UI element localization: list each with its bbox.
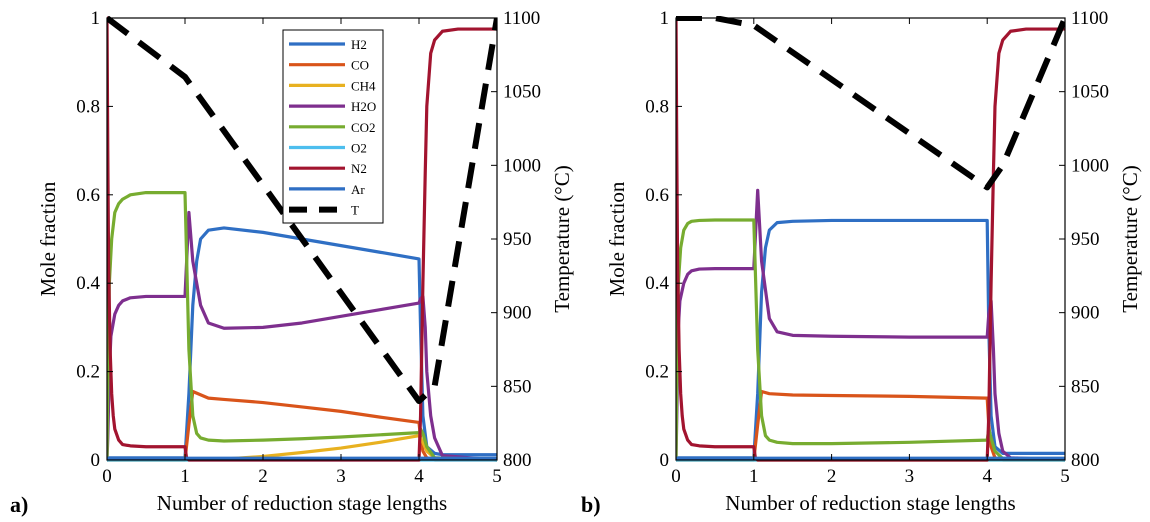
x-axis-label: Number of reduction stage lengths bbox=[725, 491, 1015, 515]
x-tick-label: 3 bbox=[336, 466, 346, 487]
y-tick-label: 0.4 bbox=[645, 273, 669, 294]
series-line-t bbox=[107, 16, 497, 405]
x-tick-label: 4 bbox=[982, 466, 992, 487]
series-line-co bbox=[107, 389, 497, 462]
chart-panel-b: 0 1 2 3 4 5 0 0.2 0.4 0.6 0.8 1 800 850 900 950 1000 1050… bbox=[581, 8, 1142, 517]
x-tick-label: 5 bbox=[1060, 466, 1070, 487]
legend-label: CO2 bbox=[351, 120, 376, 135]
y-tick-label: 0.6 bbox=[76, 185, 100, 206]
series-line-n2 bbox=[676, 16, 1065, 462]
y-tick-label: 0.8 bbox=[76, 96, 100, 117]
y2-tick-label: 950 bbox=[503, 229, 532, 250]
x-tick-label: 1 bbox=[749, 466, 759, 487]
y-tick-label: 0.4 bbox=[76, 273, 100, 294]
y-tick-label: 0 bbox=[91, 450, 101, 471]
x-tick-label: 0 bbox=[671, 466, 681, 487]
panel-label: a) bbox=[10, 492, 28, 517]
series-line-co bbox=[676, 389, 1065, 462]
y2-tick-label: 800 bbox=[503, 450, 532, 471]
y2-tick-label: 1100 bbox=[503, 8, 540, 29]
chart-panel-a: 0 1 2 3 4 5 0 0.2 0.4 0.6 0.8 1 800 850 900 950 1000 1050… bbox=[10, 8, 574, 517]
series-line-h2o bbox=[107, 210, 497, 462]
legend-label: O2 bbox=[351, 141, 367, 156]
y-tick-label: 1 bbox=[91, 8, 101, 29]
y2-tick-label: 950 bbox=[1071, 229, 1100, 250]
legend-label: N2 bbox=[351, 161, 367, 176]
legend-label: H2O bbox=[351, 99, 376, 114]
panel-label: b) bbox=[581, 492, 601, 517]
y-tick-label: 0.2 bbox=[645, 362, 669, 383]
y-tick-label: 1 bbox=[660, 8, 670, 29]
y2-tick-label: 1100 bbox=[1071, 8, 1108, 29]
x-tick-label: 5 bbox=[492, 466, 502, 487]
y2-axis-label: Temperature (°C) bbox=[550, 165, 574, 312]
series-group bbox=[676, 16, 1065, 462]
y-tick-label: 0.6 bbox=[645, 185, 669, 206]
legend: H2 CO CH4 H2O CO2 O2 N2 Ar T bbox=[282, 29, 384, 224]
series-line-h2 bbox=[676, 218, 1065, 460]
x-tick-label: 4 bbox=[414, 466, 424, 487]
y2-tick-label: 1050 bbox=[1071, 82, 1109, 103]
y2-tick-label: 850 bbox=[1071, 376, 1100, 397]
x-tick-label: 2 bbox=[258, 466, 268, 487]
y2-tick-label: 800 bbox=[1071, 450, 1100, 471]
y-tick-label: 0.8 bbox=[645, 96, 669, 117]
x-tick-label: 1 bbox=[180, 466, 190, 487]
y2-tick-label: 1000 bbox=[503, 155, 541, 176]
y2-tick-label: 900 bbox=[1071, 303, 1100, 324]
x-tick-label: 2 bbox=[827, 466, 837, 487]
series-line-h2 bbox=[107, 226, 497, 462]
series-line-co2 bbox=[676, 218, 1065, 462]
legend-label: H2 bbox=[351, 37, 367, 52]
x-tick-label: 0 bbox=[102, 466, 112, 487]
x-axis-label: Number of reduction stage lengths bbox=[157, 491, 447, 515]
legend-label: Ar bbox=[351, 182, 365, 197]
legend-label: CH4 bbox=[351, 78, 376, 93]
y2-tick-label: 1050 bbox=[503, 82, 541, 103]
y-tick-label: 0 bbox=[660, 450, 670, 471]
legend-label: T bbox=[351, 203, 359, 218]
series-line-h2o bbox=[676, 188, 1065, 462]
x-tick-label: 3 bbox=[905, 466, 915, 487]
y-tick-label: 0.2 bbox=[76, 362, 100, 383]
legend-label: CO bbox=[351, 58, 369, 73]
y-axis-label: Mole fraction bbox=[36, 181, 60, 296]
series-line-co2 bbox=[107, 190, 497, 462]
y-axis-label: Mole fraction bbox=[605, 181, 629, 296]
plot-frame bbox=[675, 17, 1066, 461]
y2-tick-label: 1000 bbox=[1071, 155, 1109, 176]
y2-tick-label: 850 bbox=[503, 376, 532, 397]
y2-axis-label: Temperature (°C) bbox=[1118, 165, 1142, 312]
y2-tick-label: 900 bbox=[503, 303, 532, 324]
series-line-t bbox=[676, 16, 1065, 191]
